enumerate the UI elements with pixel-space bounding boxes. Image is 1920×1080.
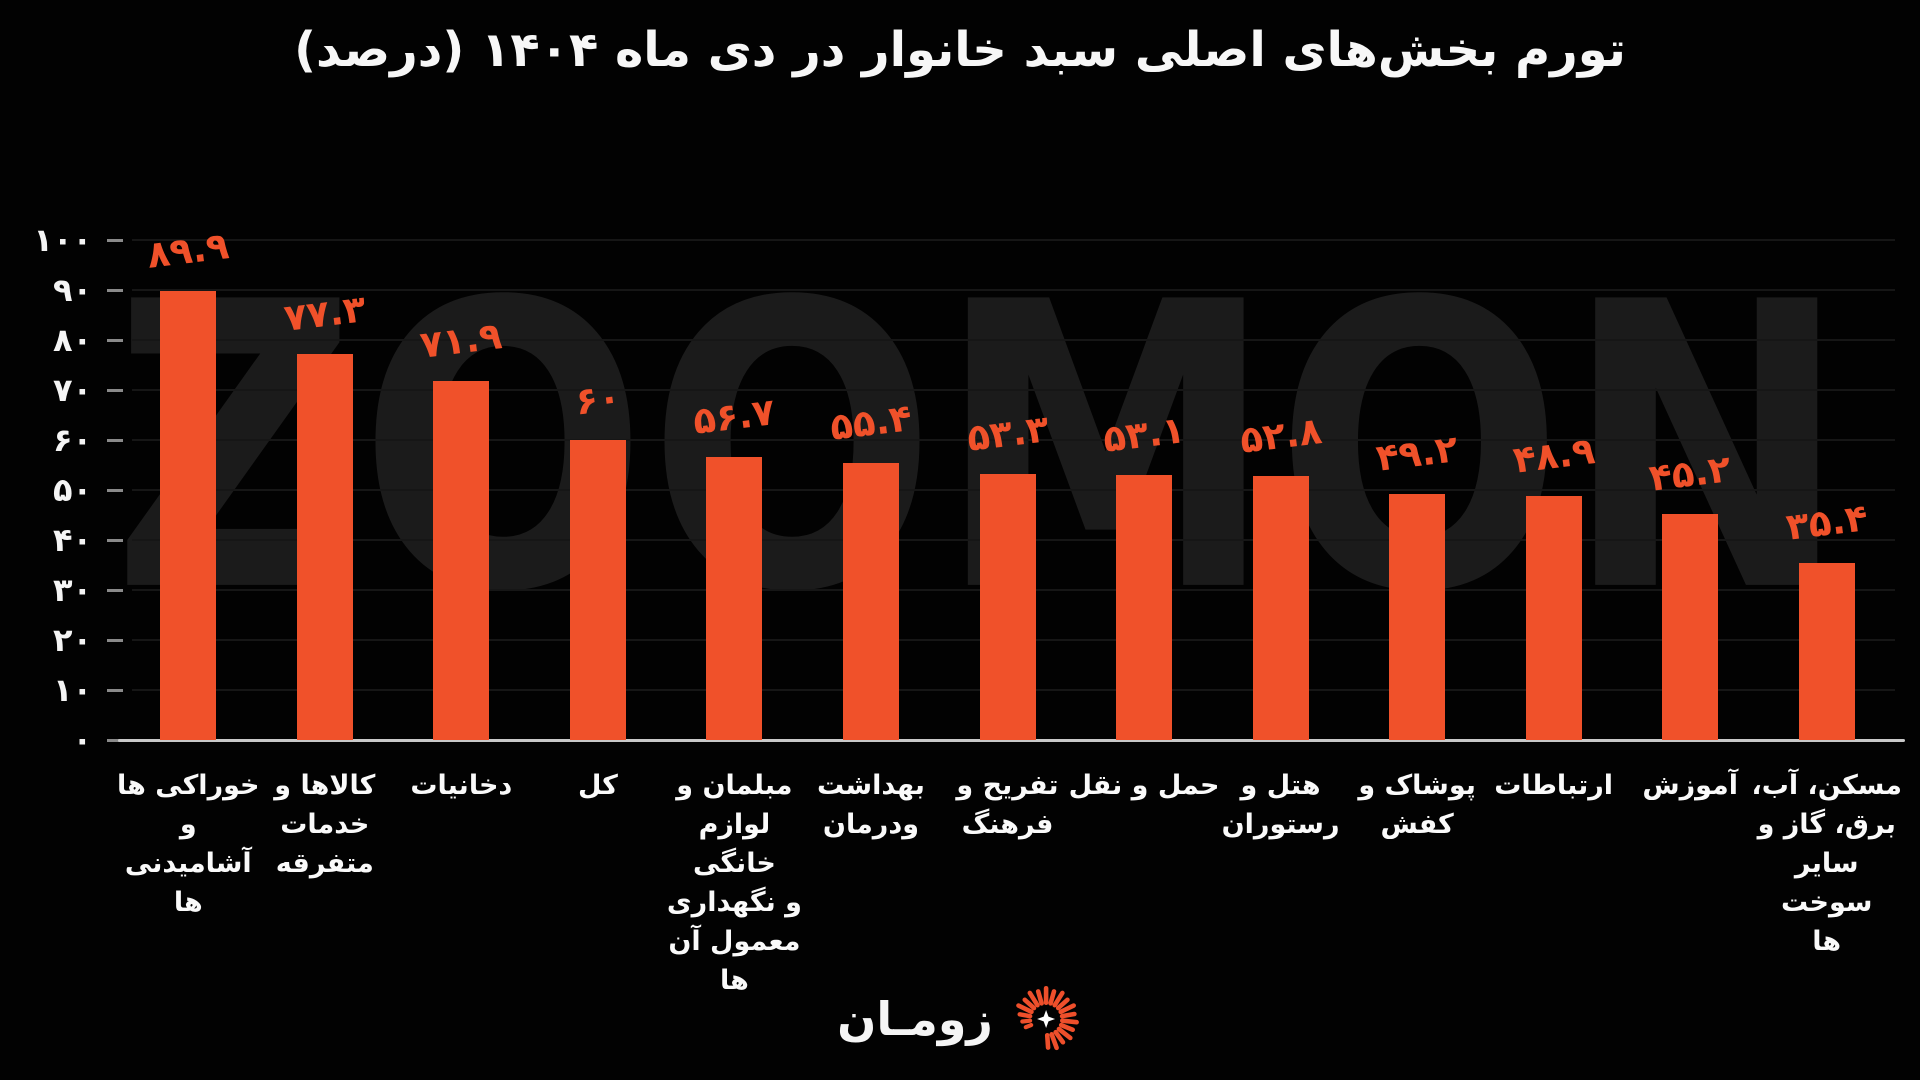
bar	[706, 456, 763, 740]
bar	[433, 380, 490, 740]
bar-value-label: ۸۹.۹	[144, 223, 232, 277]
sunburst-shutter-icon	[1016, 986, 1079, 1051]
brand-logo: زومـان	[837, 982, 1083, 1056]
y-axis-tick	[107, 339, 123, 342]
bar	[1116, 474, 1173, 740]
y-axis-tick	[107, 389, 123, 392]
x-category-label: آموزش	[1642, 770, 1739, 801]
bar-value-label: ۳۵.۴	[1783, 496, 1870, 549]
bar	[569, 440, 626, 740]
y-axis-tick	[107, 589, 123, 592]
y-axis-tick	[107, 689, 123, 692]
chart-title: تورم بخش‌های اصلی سبد خانوار در دی ماه ۱…	[294, 22, 1626, 78]
x-category-label: هتل و رستوران	[1221, 770, 1340, 840]
y-axis-tick-label: ۲۰	[52, 621, 92, 659]
x-category-label: کالاها و خدمات متفرقه	[274, 770, 376, 879]
x-category-label: ارتباطات	[1494, 770, 1614, 801]
gridline	[132, 289, 1895, 291]
y-axis-tick-label: ۵۰	[52, 471, 92, 509]
x-category-label: بهداشت ودرمان	[816, 770, 925, 840]
y-axis-tick	[107, 539, 123, 542]
y-axis-tick	[107, 239, 123, 242]
y-axis-tick-label: ۷۰	[52, 371, 92, 409]
y-axis-tick	[107, 439, 123, 442]
bar	[842, 463, 899, 740]
y-axis-tick	[107, 639, 123, 642]
x-category-label: حمل و نقل	[1068, 770, 1220, 801]
gridline	[132, 439, 1895, 441]
y-axis-tick	[107, 739, 123, 742]
y-axis-tick-label: ۳۰	[52, 571, 92, 609]
y-axis-tick	[107, 489, 123, 492]
x-category-label: مبلمان و لوازم خانگی و نگهداری معمول آن …	[666, 770, 802, 996]
bar	[1252, 476, 1309, 740]
x-category-label: دخانیات	[410, 770, 513, 801]
bar	[1798, 563, 1855, 740]
y-axis-tick-label: ۱۰	[52, 671, 92, 709]
y-axis-tick-label: ۹۰	[52, 271, 92, 309]
bar	[160, 290, 217, 740]
x-category-label: خوراکی ها و آشامیدنی ها	[117, 770, 260, 918]
y-axis-tick	[107, 289, 123, 292]
y-axis-tick-label: ۶۰	[52, 421, 92, 459]
x-category-label: مسکن، آب، برق، گاز و سایر سوخت ها	[1751, 770, 1902, 957]
bar	[979, 473, 1036, 740]
gridline	[132, 389, 1895, 391]
gridline	[132, 339, 1895, 341]
x-category-label: تفریح و فرهنگ	[956, 770, 1059, 840]
brand-name: زومـان	[837, 992, 993, 1046]
x-category-label: پوشاک و کفش	[1358, 770, 1476, 840]
bar	[1389, 494, 1446, 740]
y-axis-tick-label: ۱۰۰	[33, 221, 92, 259]
y-axis-tick-label: ۴۰	[52, 521, 92, 559]
x-axis-line	[118, 739, 1905, 742]
bar	[1525, 495, 1582, 740]
bar	[1662, 514, 1719, 740]
y-axis-tick-label: ۸۰	[52, 321, 92, 359]
gridline	[132, 239, 1895, 241]
y-axis-tick-label: ۰	[72, 721, 92, 759]
bar	[296, 353, 353, 740]
x-category-label: کل	[577, 770, 618, 801]
